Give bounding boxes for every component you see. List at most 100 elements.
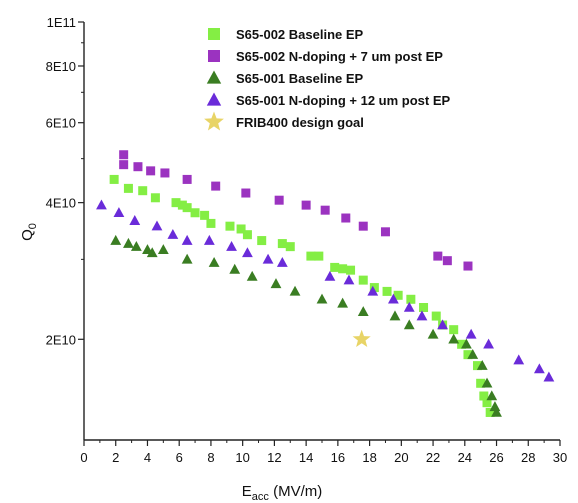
x-tick-label: 22 (426, 450, 440, 465)
data-point (306, 251, 316, 261)
series-2 (110, 234, 502, 417)
data-point (476, 359, 488, 370)
data-point (427, 328, 439, 339)
data-point (457, 339, 467, 349)
data-point (151, 220, 163, 231)
data-point (110, 234, 122, 245)
data-point (276, 257, 288, 267)
data-point (485, 407, 495, 417)
data-point (257, 236, 267, 246)
legend-label: S65-002 N-doping + 7 um post EP (236, 49, 443, 64)
data-point (346, 265, 356, 275)
data-point (150, 193, 160, 203)
data-point (513, 354, 525, 365)
y-tick-label: 6E10 (46, 116, 76, 131)
data-point (241, 188, 251, 198)
y-tick-label: 4E10 (46, 196, 76, 211)
data-point (406, 294, 416, 304)
data-point (433, 251, 443, 261)
data-point (157, 244, 169, 254)
x-tick-label: 0 (80, 450, 87, 465)
data-point (330, 262, 340, 272)
x-tick-label: 2 (112, 450, 119, 465)
legend-item: FRIB400 design goal (204, 111, 364, 131)
legend-item: S65-002 N-doping + 7 um post EP (208, 49, 443, 64)
x-tick-label: 28 (521, 450, 535, 465)
x-tick-label: 18 (362, 450, 376, 465)
data-point (324, 270, 336, 281)
data-point (463, 350, 473, 360)
data-point (533, 363, 545, 374)
x-tick-label: 16 (331, 450, 345, 465)
x-tick-label: 24 (458, 450, 472, 465)
data-point (129, 215, 141, 225)
data-point (285, 242, 295, 252)
data-point (242, 230, 252, 240)
legend-label: S65-002 Baseline EP (236, 27, 364, 42)
data-point (467, 348, 479, 359)
data-point (113, 207, 125, 218)
data-point (274, 195, 284, 205)
data-point (486, 390, 498, 401)
y-tick-label: 2E10 (46, 332, 76, 347)
data-point (337, 297, 349, 308)
data-point (437, 319, 448, 330)
data-point (226, 240, 237, 251)
x-tick-label: 8 (207, 450, 214, 465)
data-point (109, 174, 119, 184)
x-tick-label: 12 (267, 450, 281, 465)
legend-label: FRIB400 design goal (236, 115, 364, 130)
data-point (130, 240, 142, 251)
data-point (229, 263, 241, 274)
data-point (182, 174, 192, 184)
data-point (123, 183, 133, 193)
data-point (289, 285, 301, 296)
data-point (416, 310, 428, 321)
data-point (489, 401, 501, 412)
x-tick-label: 6 (176, 450, 183, 465)
data-point (320, 205, 330, 215)
data-point (96, 199, 107, 210)
data-point (382, 286, 392, 296)
legend-marker (204, 111, 224, 131)
legend-item: S65-001 Baseline EP (206, 70, 364, 86)
data-point (316, 293, 328, 304)
data-point (476, 378, 486, 388)
data-point (211, 181, 221, 191)
data-point (246, 270, 258, 281)
data-point (301, 200, 311, 210)
legend-item: S65-002 Baseline EP (208, 27, 364, 42)
legend: S65-002 Baseline EP S65-002 N-doping + 7 … (204, 27, 451, 131)
legend-item: S65-001 N-doping + 12 um post EP (206, 92, 451, 108)
data-point (203, 234, 215, 245)
legend-label: S65-001 N-doping + 12 um post EP (236, 93, 451, 108)
y-axis-title: Q0 (19, 223, 39, 241)
legend-marker (208, 28, 220, 40)
data-point (465, 328, 477, 339)
data-point (123, 237, 134, 248)
legend-marker (206, 92, 222, 106)
data-point (357, 306, 369, 316)
data-point (177, 200, 187, 210)
data-point (393, 290, 403, 300)
data-point (181, 234, 193, 245)
data-point (403, 319, 415, 330)
data-point (314, 251, 324, 261)
data-point (460, 338, 472, 349)
legend-marker (206, 70, 222, 84)
data-point (133, 162, 143, 172)
data-point (341, 213, 351, 223)
data-point (343, 274, 355, 285)
data-point (270, 278, 282, 289)
x-tick-label: 30 (553, 450, 567, 465)
data-point (358, 221, 368, 231)
data-point (491, 406, 502, 417)
x-tick-label: 4 (144, 450, 151, 465)
data-point (352, 329, 371, 347)
data-point (146, 247, 158, 258)
data-point (403, 301, 415, 312)
data-point (419, 302, 429, 312)
data-point (200, 210, 210, 220)
series-3 (96, 199, 555, 382)
